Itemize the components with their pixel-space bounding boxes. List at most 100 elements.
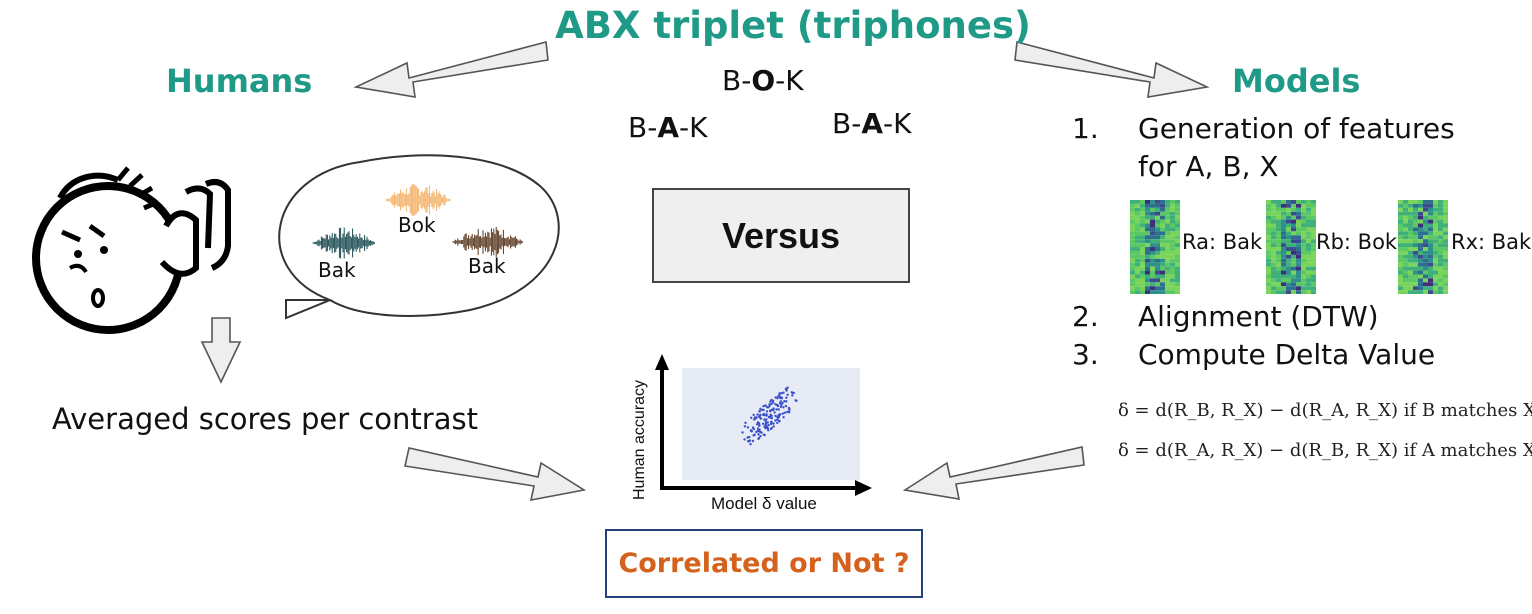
- spectrogram-cell: [1276, 231, 1281, 236]
- spectrogram-cell: [1408, 282, 1413, 287]
- spectrogram-cell: [1155, 258, 1160, 263]
- triphone-x-pre: B-: [722, 64, 752, 97]
- spectrogram-cell: [1266, 231, 1271, 236]
- spectrogram-cell: [1271, 282, 1276, 287]
- spectrogram-cell: [1160, 200, 1165, 204]
- spectrogram-cell: [1408, 290, 1413, 294]
- spectrogram-cell: [1418, 211, 1423, 216]
- spectrogram-cell: [1423, 250, 1428, 255]
- spectrogram-cell: [1296, 231, 1301, 236]
- bubble-label-bak-1: Bak: [318, 258, 356, 282]
- delta-formula-b: δ = d(R_B, R_X) − d(R_A, R_X) if B match…: [1118, 400, 1532, 421]
- step-1-line-2: for A, B, X: [1138, 150, 1279, 183]
- spectrogram-cell: [1276, 211, 1281, 216]
- spectrogram-cell: [1403, 250, 1408, 255]
- spectrogram-cell: [1413, 200, 1418, 204]
- spectrogram-cell: [1155, 231, 1160, 236]
- spectrogram-cell: [1408, 239, 1413, 244]
- spectrogram-cell: [1438, 266, 1443, 271]
- spectrogram-cell: [1428, 286, 1433, 291]
- spectrogram-cell: [1438, 203, 1443, 208]
- spectrogram-cell: [1160, 282, 1165, 287]
- step-2-text: Alignment (DTW): [1138, 300, 1379, 333]
- spectrogram-cell: [1301, 266, 1306, 271]
- spectrogram-cell: [1145, 219, 1150, 224]
- spectrogram-cell: [1413, 278, 1418, 283]
- spectrogram-cell: [1291, 219, 1296, 224]
- spectrogram-cell: [1296, 223, 1301, 228]
- spectrogram-cell: [1301, 262, 1306, 267]
- spectrogram-cell: [1408, 211, 1413, 216]
- spectrogram-cell: [1423, 239, 1428, 244]
- spectrogram-cell: [1150, 270, 1155, 275]
- spectrogram-cell: [1266, 239, 1271, 244]
- spectrogram-cell: [1296, 239, 1301, 244]
- spectrogram-cell: [1155, 278, 1160, 283]
- spectrogram-cell: [1170, 247, 1175, 251]
- averaged-scores-label: Averaged scores per contrast: [52, 402, 478, 436]
- delta-formula-a: δ = d(R_A, R_X) − d(R_B, R_X) if A match…: [1118, 440, 1532, 461]
- spectrogram-cell: [1140, 235, 1145, 240]
- spectrogram-cell: [1301, 227, 1306, 232]
- spectrogram-cell: [1423, 282, 1428, 287]
- scatter-point: [774, 414, 777, 418]
- spectrogram-cell: [1403, 278, 1408, 283]
- scatter-point: [755, 423, 759, 426]
- spectrogram-cell: [1438, 223, 1443, 228]
- scatter-point: [768, 416, 772, 419]
- step-1-number: 1.: [1072, 112, 1099, 145]
- spectrogram-cell: [1403, 270, 1408, 275]
- spectrogram-cell: [1175, 235, 1180, 240]
- spectrogram-cell: [1175, 200, 1180, 204]
- spectrogram-cell: [1423, 247, 1428, 251]
- spectrogram-cell: [1291, 231, 1296, 236]
- spectrogram-cell: [1428, 203, 1433, 208]
- spectrogram-cell: [1170, 207, 1175, 212]
- waveform-bok: [384, 183, 451, 217]
- spectrogram-cell: [1443, 243, 1448, 248]
- spectrogram-cell: [1150, 235, 1155, 240]
- spectrogram-cell: [1266, 235, 1271, 240]
- spectrogram-cell: [1413, 270, 1418, 275]
- spectrogram-cell: [1428, 223, 1433, 228]
- spectrogram-cell: [1291, 203, 1296, 208]
- spectrogram-cell: [1286, 286, 1291, 291]
- scatter-point: [763, 425, 766, 428]
- spectrogram-cell: [1165, 211, 1170, 216]
- spectrogram-cell: [1175, 219, 1180, 224]
- spectrogram-cell: [1408, 235, 1413, 240]
- spectrogram-cell: [1398, 239, 1403, 244]
- spectrogram-cell: [1408, 231, 1413, 236]
- spectrogram-cell: [1291, 211, 1296, 216]
- waveform-bak-1: [312, 227, 375, 259]
- spectrogram-cell: [1403, 219, 1408, 224]
- spectrogram-cell: [1145, 278, 1150, 283]
- spectrogram-cell: [1296, 235, 1301, 240]
- spectrogram-cell: [1266, 250, 1271, 255]
- spectrogram-cell: [1418, 219, 1423, 224]
- spectrogram-cell: [1271, 200, 1276, 204]
- scatter-point: [777, 408, 780, 411]
- spectrogram-cell: [1135, 223, 1140, 228]
- spectrogram-cell: [1135, 250, 1140, 255]
- spectrogram-cell: [1428, 278, 1433, 283]
- spectrogram-cell: [1140, 219, 1145, 224]
- spectrogram-cell: [1403, 235, 1408, 240]
- spectrogram-cell: [1418, 282, 1423, 287]
- scatter-point: [785, 400, 788, 403]
- spectrogram-cell: [1276, 286, 1281, 291]
- spectrogram-cell: [1281, 200, 1286, 204]
- scatter-point: [780, 396, 783, 399]
- spectrogram-cell: [1135, 282, 1140, 287]
- spectrogram-cell: [1428, 211, 1433, 216]
- spectrogram-cell: [1403, 223, 1408, 228]
- spectrogram-cell: [1266, 270, 1271, 275]
- scatter-point: [770, 420, 773, 423]
- spectrogram-cell: [1301, 215, 1306, 220]
- spectrogram-cell: [1296, 200, 1301, 204]
- spectrogram-cell: [1403, 227, 1408, 232]
- spectrogram-cell: [1428, 270, 1433, 275]
- scatter-point: [787, 406, 791, 410]
- triphone-b: B-A-K: [832, 107, 911, 140]
- spectrogram-cell: [1286, 227, 1291, 232]
